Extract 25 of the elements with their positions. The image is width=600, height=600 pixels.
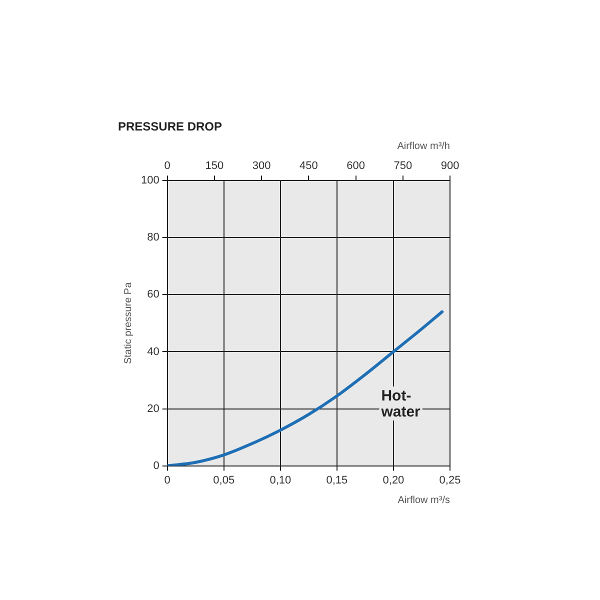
x-tick-label: 0,20 (382, 474, 404, 486)
x-tick-label: 0,25 (439, 474, 461, 486)
y-axis-title: Static pressure Pa (122, 282, 134, 364)
x2-tick-label: 600 (346, 160, 365, 172)
y-tick-label: 40 (147, 346, 160, 358)
x-tick-label: 0,05 (213, 474, 235, 486)
x2-tick-label: 300 (252, 160, 271, 172)
x2-tick-label: 900 (440, 160, 460, 172)
y-tick-label: 20 (147, 402, 160, 415)
series-label: Hot- water (380, 388, 421, 421)
x-tick-label: 0,15 (326, 474, 348, 486)
x-tick-label: 0 (164, 474, 170, 486)
line-series (167, 310, 444, 466)
x2-tick-label: 450 (299, 160, 318, 172)
x2-tick-label: 150 (205, 160, 224, 172)
x2-tick-label: 750 (394, 160, 412, 172)
x2-axis-title: Airflow m³/h (397, 141, 450, 152)
x-tick-label: 0,10 (270, 474, 292, 486)
y-tick-label: 60 (147, 288, 160, 301)
y-tick-label: 80 (147, 232, 160, 244)
y-tick-label: 100 (140, 174, 160, 187)
x-axis-title: Airflow m³/s (398, 494, 450, 506)
x2-tick-label: 0 (164, 160, 170, 172)
y-tick-label: 0 (153, 460, 160, 472)
chart-title: PRESSURE DROP (118, 120, 222, 134)
